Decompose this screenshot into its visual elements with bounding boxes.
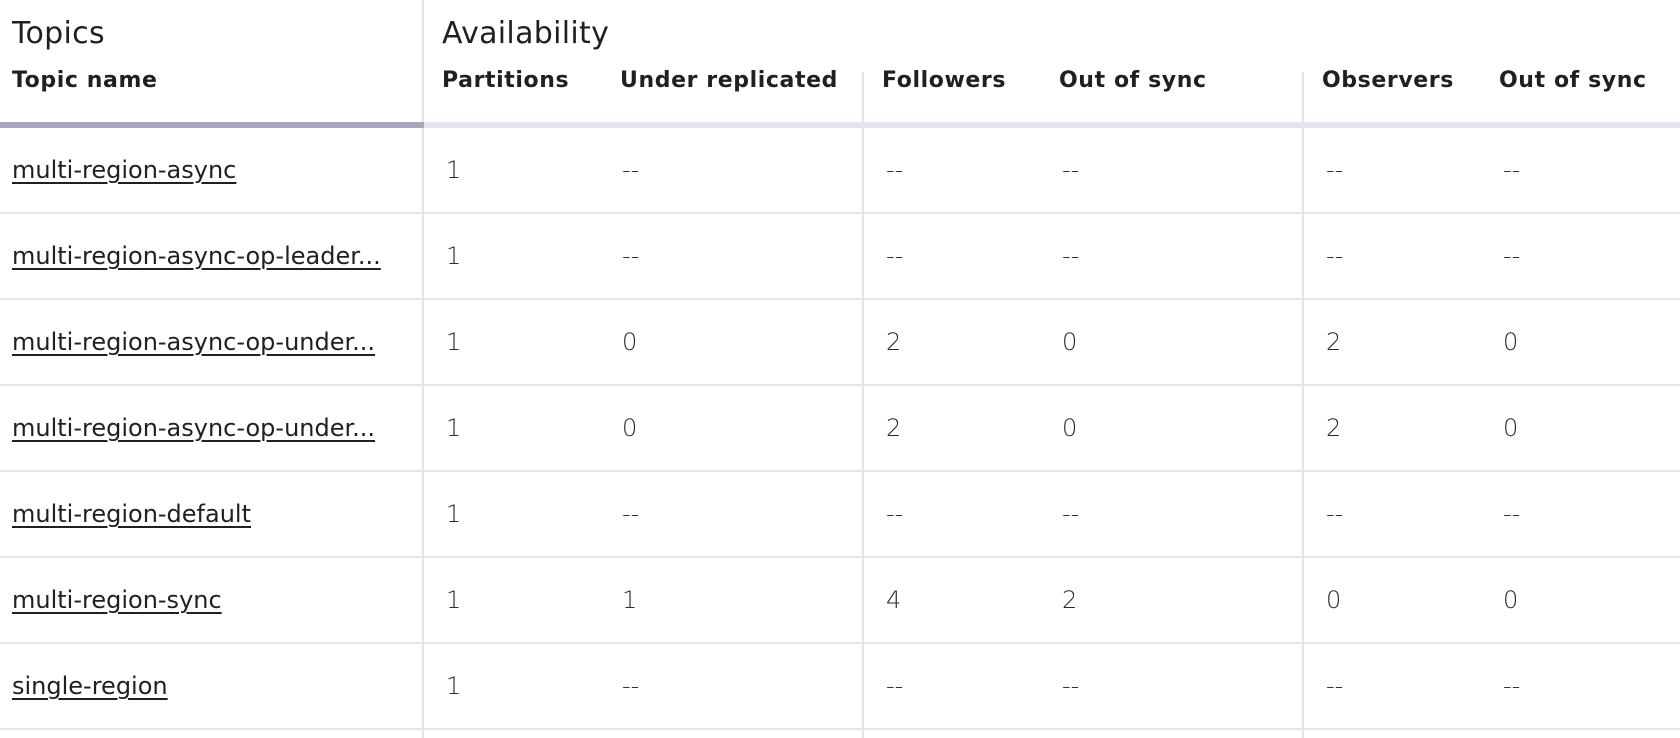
topic-link[interactable]: multi-region-async — [12, 156, 237, 184]
cell-followers: 2 — [886, 414, 902, 442]
topic-link[interactable]: multi-region-async-op-under... — [12, 328, 376, 356]
header-underline-active — [0, 122, 424, 128]
table-row: single-region 1 -- -- -- -- -- — [0, 644, 1680, 730]
cell-followers-out-of-sync: -- — [1062, 500, 1080, 528]
cell-observers: -- — [1326, 242, 1344, 270]
cell-observers-out-of-sync: -- — [1503, 242, 1521, 270]
cell-partitions: 1 — [446, 328, 462, 356]
cell-followers: 2 — [886, 328, 902, 356]
cell-observers-out-of-sync: 0 — [1503, 586, 1519, 614]
cell-followers: -- — [886, 672, 904, 700]
cell-followers: 4 — [886, 586, 902, 614]
topic-link[interactable]: multi-region-default — [12, 500, 252, 528]
header-partitions[interactable]: Partitions — [442, 68, 570, 93]
table-row: multi-region-sync 1 1 4 2 0 0 — [0, 558, 1680, 644]
header-underline — [424, 122, 1680, 128]
cell-under-replicated: -- — [622, 156, 640, 184]
cell-followers-out-of-sync: 0 — [1062, 414, 1078, 442]
cell-observers-out-of-sync: -- — [1503, 156, 1521, 184]
topic-link[interactable]: single-region — [12, 672, 168, 700]
cell-observers: -- — [1326, 500, 1344, 528]
cell-partitions: 1 — [446, 500, 462, 528]
cell-partitions: 1 — [446, 414, 462, 442]
cell-observers: -- — [1326, 672, 1344, 700]
cell-partitions: 1 — [446, 156, 462, 184]
cell-observers: 2 — [1326, 414, 1342, 442]
cell-followers-out-of-sync: -- — [1062, 672, 1080, 700]
topics-column-group — [0, 0, 424, 738]
cell-observers-out-of-sync: -- — [1503, 672, 1521, 700]
cell-observers: -- — [1326, 156, 1344, 184]
cell-observers-out-of-sync: -- — [1503, 500, 1521, 528]
cell-observers-out-of-sync: 0 — [1503, 328, 1519, 356]
cell-under-replicated: -- — [622, 500, 640, 528]
table-row: multi-region-async-op-under... 1 0 2 0 2… — [0, 386, 1680, 472]
cell-followers-out-of-sync: -- — [1062, 156, 1080, 184]
cell-under-replicated: 0 — [622, 414, 638, 442]
cell-observers: 2 — [1326, 328, 1342, 356]
cell-followers: -- — [886, 156, 904, 184]
cell-partitions: 1 — [446, 242, 462, 270]
cell-followers: -- — [886, 500, 904, 528]
topic-link[interactable]: multi-region-async-op-leader... — [12, 242, 381, 270]
header-under-replicated[interactable]: Under replicated — [620, 68, 838, 93]
cell-partitions: 1 — [446, 672, 462, 700]
header-topic-name[interactable]: Topic name — [12, 68, 158, 93]
cell-observers: 0 — [1326, 586, 1342, 614]
cell-under-replicated: -- — [622, 242, 640, 270]
cell-followers-out-of-sync: 2 — [1062, 586, 1078, 614]
topic-link[interactable]: multi-region-sync — [12, 586, 222, 614]
table-row: multi-region-async-op-under... 1 0 2 0 2… — [0, 300, 1680, 386]
header-followers[interactable]: Followers — [882, 68, 1007, 93]
cell-followers-out-of-sync: 0 — [1062, 328, 1078, 356]
header-observers-out-of-sync[interactable]: Out of sync — [1499, 68, 1647, 93]
cell-observers-out-of-sync: 0 — [1503, 414, 1519, 442]
topic-link[interactable]: multi-region-async-op-under... — [12, 414, 376, 442]
observers-group-divider — [1302, 72, 1304, 738]
cell-followers-out-of-sync: -- — [1062, 242, 1080, 270]
cell-partitions: 1 — [446, 586, 462, 614]
cell-followers: -- — [886, 242, 904, 270]
availability-group-title: Availability — [442, 16, 610, 51]
table-row: multi-region-async 1 -- -- -- -- -- — [0, 128, 1680, 214]
header-followers-out-of-sync[interactable]: Out of sync — [1059, 68, 1207, 93]
topics-group-title: Topics — [12, 16, 105, 51]
followers-group-divider — [862, 72, 864, 738]
cell-under-replicated: 1 — [622, 586, 638, 614]
cell-under-replicated: -- — [622, 672, 640, 700]
table-row: multi-region-async-op-leader... 1 -- -- … — [0, 214, 1680, 300]
table-row: multi-region-default 1 -- -- -- -- -- — [0, 472, 1680, 558]
header-observers[interactable]: Observers — [1322, 68, 1454, 93]
cell-under-replicated: 0 — [622, 328, 638, 356]
